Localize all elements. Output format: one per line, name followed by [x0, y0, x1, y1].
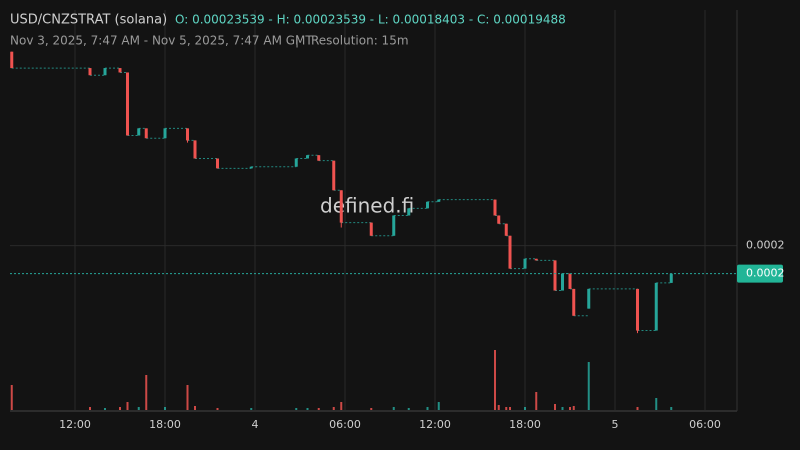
- candle-body: [587, 288, 591, 309]
- candle-body: [317, 155, 321, 161]
- x-tick-label: 06:00: [329, 418, 361, 431]
- candle-body: [497, 215, 501, 224]
- volume-bar: [535, 392, 538, 410]
- candle-body: [118, 68, 122, 73]
- candle-body: [339, 190, 343, 223]
- candle-body: [561, 273, 564, 291]
- volume-bar: [104, 408, 106, 410]
- x-tick-label: 12:00: [419, 418, 451, 431]
- volume-bar: [194, 406, 196, 410]
- volume-bar: [10, 385, 13, 410]
- volume-bar: [89, 407, 91, 410]
- candle-body: [103, 68, 107, 76]
- candle-body: [553, 260, 557, 291]
- volume-bar: [145, 375, 148, 410]
- candle-body: [426, 201, 429, 209]
- candle-body: [306, 155, 309, 159]
- volume-bar: [554, 404, 556, 410]
- volume-bar: [587, 362, 590, 410]
- volume-bar: [306, 408, 309, 410]
- volume-bar: [670, 407, 673, 410]
- volume-bar: [494, 350, 496, 410]
- ohlc-legend: O: 0.00023539 - H: 0.00023539 - L: 0.000…: [175, 13, 566, 27]
- volume-bar: [317, 408, 320, 410]
- x-tick-label: 5: [612, 418, 619, 431]
- candle-body: [216, 158, 219, 169]
- volume-bar: [509, 407, 511, 410]
- candle-body: [636, 288, 639, 331]
- volume-bar: [497, 405, 500, 410]
- volume-bar: [164, 407, 166, 410]
- chart-title: USD/CNZSTRAT (solana): [10, 13, 167, 28]
- volume-bar: [250, 408, 253, 410]
- candle-body: [163, 128, 167, 139]
- volume-bar: [561, 407, 564, 410]
- volume-bar: [126, 402, 129, 410]
- candle-body: [437, 199, 441, 202]
- candle-body: [523, 258, 527, 269]
- candle-body: [534, 258, 538, 261]
- candle-body: [126, 72, 129, 136]
- volume-bar: [655, 398, 658, 410]
- volume-bar: [332, 407, 335, 410]
- last-price-label: 0.0002: [746, 267, 785, 280]
- volume-bar: [137, 407, 140, 410]
- volume-bar: [216, 408, 219, 410]
- x-tick-label: 4: [252, 418, 259, 431]
- candle-body: [10, 51, 14, 69]
- x-tick-label: 18:00: [149, 418, 181, 431]
- candle-body: [654, 282, 658, 331]
- candle-body: [508, 235, 512, 269]
- candle-body: [572, 288, 576, 316]
- x-tick-label: 18:00: [509, 418, 541, 431]
- volume-bar: [426, 407, 429, 410]
- candle-body: [493, 199, 497, 216]
- candle-body: [568, 273, 572, 289]
- candle-body: [504, 223, 508, 236]
- volume-bar: [295, 408, 298, 410]
- candle-body: [186, 128, 189, 141]
- candle-body: [369, 222, 373, 236]
- volume-bar: [569, 407, 571, 410]
- candle-body: [669, 273, 673, 283]
- x-tick-label: 12:00: [59, 418, 91, 431]
- volume-bar: [392, 407, 395, 410]
- candle-body: [392, 215, 396, 236]
- candle-body: [88, 68, 92, 76]
- candle-body: [332, 160, 336, 191]
- volume-bar: [407, 408, 410, 410]
- volume-bar: [437, 402, 440, 410]
- volume-bar: [505, 407, 508, 410]
- volume-bar: [186, 385, 189, 410]
- last-price-badge: [737, 264, 783, 283]
- volume-bar: [636, 407, 639, 410]
- volume-bar: [340, 402, 343, 410]
- x-tick-label: 06:00: [689, 418, 721, 431]
- volume-bar: [524, 407, 526, 410]
- y-tick-label: 0.0002: [746, 239, 785, 252]
- volume-bar: [572, 406, 575, 410]
- candle-body: [249, 166, 253, 169]
- candle-body: [407, 208, 411, 216]
- candle-body: [137, 128, 141, 136]
- watermark: defined.fi: [320, 194, 414, 218]
- subtitle: Nov 3, 2025, 7:47 AM - Nov 5, 2025, 7:47…: [10, 34, 313, 48]
- separator: |: [295, 34, 299, 48]
- candle-body: [294, 158, 298, 167]
- candle-body: [193, 140, 197, 159]
- volume-bar: [119, 407, 121, 410]
- candle-body: [144, 128, 148, 139]
- resolution: Resolution: 15m: [311, 34, 409, 48]
- volume-bar: [370, 408, 373, 410]
